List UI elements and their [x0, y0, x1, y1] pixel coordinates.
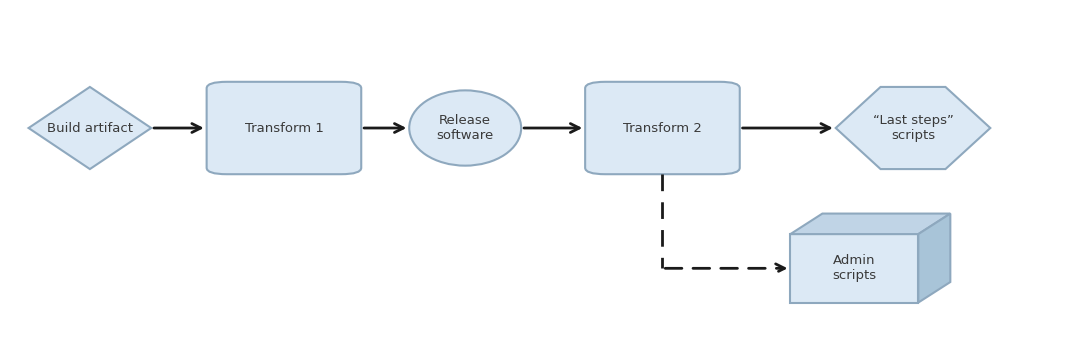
Text: Transform 1: Transform 1 [245, 121, 324, 135]
Text: “Last steps”
scripts: “Last steps” scripts [872, 114, 954, 142]
Text: Admin
scripts: Admin scripts [833, 254, 877, 282]
FancyBboxPatch shape [206, 82, 361, 174]
Text: Transform 2: Transform 2 [623, 121, 702, 135]
FancyBboxPatch shape [585, 82, 740, 174]
Polygon shape [29, 87, 151, 169]
Ellipse shape [409, 90, 522, 166]
Polygon shape [790, 234, 918, 303]
Polygon shape [836, 87, 990, 169]
Polygon shape [918, 214, 950, 303]
Text: Build artifact: Build artifact [47, 121, 133, 135]
Polygon shape [790, 214, 950, 234]
Text: Release
software: Release software [436, 114, 494, 142]
